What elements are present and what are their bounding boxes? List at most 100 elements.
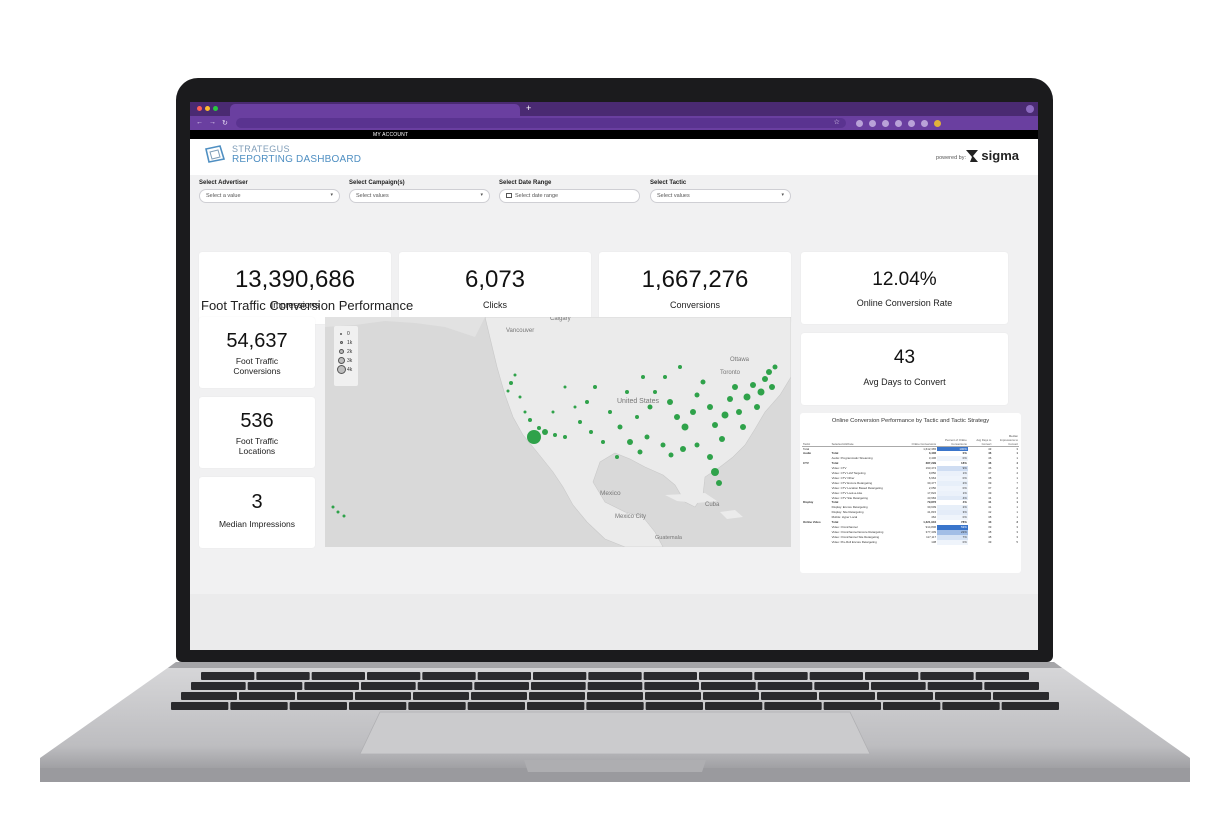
- address-bar[interactable]: ☆: [235, 118, 846, 128]
- keyboard-key: [757, 682, 813, 690]
- reload-icon[interactable]: ↻: [222, 120, 228, 127]
- table-row[interactable]: Mobile: Hyper Local 462 0% 38 1: [802, 515, 1019, 521]
- column-header[interactable]: Tactic: [802, 432, 831, 447]
- table-cell: Video: CTV Other: [831, 475, 855, 480]
- location-marker: [551, 410, 555, 414]
- minimize-window-icon[interactable]: [205, 106, 210, 111]
- maximize-window-icon[interactable]: [213, 106, 218, 111]
- chevron-down-icon: ▾: [330, 192, 333, 198]
- map-label: Toronto: [720, 370, 741, 376]
- column-header[interactable]: Median Impressions to Convert: [992, 432, 1019, 447]
- filter-label: Select Advertiser: [199, 180, 248, 186]
- table-cell: 0%: [962, 451, 967, 456]
- keyboard-key: [809, 672, 863, 680]
- table-row[interactable]: Video: Omnichannel Encore Retargeting 377…: [802, 529, 1019, 535]
- profile-avatar-icon[interactable]: [933, 119, 941, 127]
- table-cell: 41,815: [927, 510, 937, 515]
- chevron-down-icon: ▾: [480, 192, 483, 198]
- table-row[interactable]: Video: Omnichannel 914,806 53% 39 3: [802, 525, 1019, 530]
- table-row[interactable]: Display: Site Retargeting 41,815 3% 42 1: [802, 510, 1019, 516]
- location-marker: [711, 468, 719, 476]
- calendar-icon: [506, 193, 512, 198]
- date-range-picker[interactable]: Select date range: [499, 189, 640, 203]
- table-row[interactable]: Video: Omnichannel Site Retargeting 117,1…: [802, 534, 1019, 540]
- location-marker: [721, 411, 729, 419]
- table-cell: 47: [988, 471, 992, 476]
- table-row[interactable]: Video: Pre-Roll Encore Retargeting 138 0% 4…: [802, 539, 1019, 545]
- filter-bar: Select Advertiser Select a value ▾ Selec…: [190, 175, 1038, 215]
- table-row[interactable]: Video: CTV 193,474 9% 46 3: [802, 466, 1019, 472]
- close-window-icon[interactable]: [197, 106, 202, 111]
- date-range-filter: Select Date Range Select date range: [499, 180, 640, 203]
- bookmark-star-icon[interactable]: ☆: [833, 119, 840, 126]
- table-row[interactable]: Display Total 79,876 4% 41 1: [802, 500, 1019, 505]
- keyboard-key: [645, 692, 701, 700]
- location-marker: [647, 404, 653, 410]
- extension-icon[interactable]: [855, 119, 863, 127]
- table-cell: 48: [988, 534, 992, 539]
- table-cell: 914,806: [925, 525, 937, 529]
- legend-label: 3k: [347, 357, 353, 364]
- location-marker: [509, 381, 513, 385]
- keyboard-key: [361, 682, 416, 690]
- keyboard-key: [467, 702, 525, 710]
- table-row[interactable]: Video: CTV LLM Targeting 9,850 1% 47 4: [802, 471, 1019, 476]
- column-header[interactable]: Percent of Online Conversions: [937, 432, 968, 447]
- tactic-select[interactable]: Select values ▾: [650, 189, 791, 203]
- table-cell: 1%: [937, 490, 968, 496]
- my-account-link[interactable]: MY ACCOUNT: [373, 132, 409, 138]
- conversions-value: 1,667,276: [641, 266, 749, 293]
- new-tab-button[interactable]: +: [526, 103, 532, 113]
- table-row[interactable]: Total 1,612,365 100% 43 3: [802, 446, 1019, 452]
- extensions-area: [855, 119, 941, 127]
- keyboard-key: [764, 702, 822, 710]
- advertiser-select[interactable]: Select a value ▾: [199, 189, 340, 203]
- extension-icon[interactable]: [894, 119, 902, 127]
- map-label: United States: [617, 398, 660, 405]
- column-header[interactable]: Avg Days to Convert: [967, 432, 993, 447]
- foot-traffic-map[interactable]: Vancouver Calgary Ottawa Toronto United …: [325, 317, 791, 547]
- dashboard-title: REPORTING DASHBOARD: [232, 154, 362, 165]
- keyboard-key: [761, 692, 817, 700]
- table-cell: Total: [831, 461, 839, 466]
- forward-icon[interactable]: →: [209, 119, 216, 126]
- location-marker: [563, 385, 567, 389]
- extension-icon[interactable]: [881, 119, 889, 127]
- browser-tab[interactable]: [230, 104, 520, 116]
- table-cell: 30,609: [927, 505, 937, 510]
- back-icon[interactable]: ←: [196, 119, 203, 126]
- table-row[interactable]: Display: Encore Retargeting 30,609 2% 41 1: [802, 505, 1019, 511]
- column-header[interactable]: Online Conversions: [910, 432, 938, 447]
- extension-icon[interactable]: [868, 119, 876, 127]
- keyboard-key: [311, 672, 365, 680]
- table-row[interactable]: Video: CTV Site Retargeting 43,984 4% 44 4: [802, 495, 1019, 501]
- sigma-logo-icon: [966, 150, 978, 162]
- table-cell: Video: Pre-Roll Encore Retargeting: [831, 539, 877, 544]
- location-marker: [513, 373, 517, 377]
- table-row[interactable]: Video: CTV Location Based Retargeting 2,0…: [802, 485, 1019, 491]
- table-cell: Display: Encore Retargeting: [831, 505, 868, 510]
- extension-icon[interactable]: [907, 119, 915, 127]
- table-row[interactable]: CTV Total 387,299 18% 46 4: [802, 461, 1019, 466]
- location-marker: [668, 452, 674, 458]
- keyboard-key: [181, 692, 237, 700]
- table-row[interactable]: Online Video Total 1,321,904 78% 43 3: [802, 520, 1019, 525]
- table-row[interactable]: Audio Total 3,406 0% 46 1: [802, 451, 1019, 456]
- campaign-select[interactable]: Select values ▾: [349, 189, 490, 203]
- table-row[interactable]: Audio: Programmatic Streaming 3,406 0% 46 1: [802, 456, 1019, 462]
- table-cell: Display: Site Retargeting: [831, 510, 864, 515]
- table-cell: 18%: [961, 461, 967, 466]
- table-cell: 1%: [937, 471, 968, 476]
- table-row[interactable]: Video: CTV Look-a-Like 17,822 1% 49 5: [802, 490, 1019, 496]
- table-cell: 3,406: [928, 456, 937, 461]
- tab-search-icon[interactable]: [1026, 105, 1034, 113]
- keyboard-key: [823, 702, 881, 710]
- location-marker: [754, 404, 760, 410]
- column-header[interactable]: Selected Attribute: [830, 432, 911, 447]
- conversion-rate-card: 12.04% Online Conversion Rate: [801, 252, 1008, 324]
- table-row[interactable]: Video: CTV Encore Retargeting 30,477 2% 39 7: [802, 480, 1019, 486]
- location-marker: [644, 434, 650, 440]
- table-row[interactable]: Video: CTV Other 6,964 0% 38 1: [802, 475, 1019, 481]
- download-icon[interactable]: [920, 119, 928, 127]
- table-cell: Total: [831, 520, 839, 525]
